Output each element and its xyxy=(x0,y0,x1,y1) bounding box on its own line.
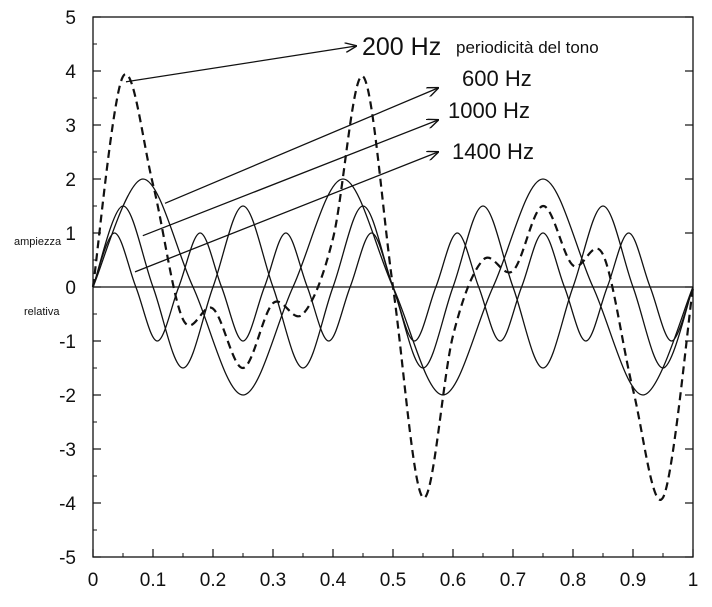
series-line-200hz xyxy=(91,73,695,501)
annotations: 200 Hz periodicità del tono 600 Hz 1000 Hz 1… xyxy=(125,33,599,273)
y-tick-label: 1 xyxy=(65,224,76,245)
labels: ampiezza relativa xyxy=(14,236,62,318)
x-tick-label: 0.6 xyxy=(440,570,466,591)
y-tick-label: 2 xyxy=(65,170,76,191)
annotation-label-0: 200 Hz xyxy=(362,33,441,61)
x-tick-label: 0.2 xyxy=(200,570,226,591)
y-tick-label: -3 xyxy=(59,440,76,461)
annotation-label-3: 1400 Hz xyxy=(452,139,534,164)
y-axis-label-line-1: ampiezza xyxy=(14,236,62,248)
annotation-label-1: 600 Hz xyxy=(462,66,532,91)
y-tick-label: -1 xyxy=(59,332,76,353)
annotation-arrow-2 xyxy=(142,120,438,237)
x-tick-label: 0.9 xyxy=(620,570,646,591)
annotation-label-2: 1000 Hz xyxy=(448,98,530,123)
y-tick-label: -5 xyxy=(59,548,76,569)
series-group xyxy=(91,73,695,501)
y-axis-label-line-2: relativa xyxy=(24,306,60,318)
x-tick-label: 0.3 xyxy=(260,570,286,591)
annotation-arrow-3 xyxy=(134,152,438,273)
y-tick-label: 4 xyxy=(65,62,76,83)
y-tick-label: -2 xyxy=(59,386,76,407)
x-tick-label: 0.4 xyxy=(320,570,347,591)
y-tick-label: 0 xyxy=(65,278,76,299)
y-tick-label: 3 xyxy=(65,116,76,137)
x-tick-label: 0.1 xyxy=(140,570,166,591)
x-tick-label: 0.8 xyxy=(560,570,586,591)
y-tick-label: 5 xyxy=(65,8,76,29)
x-tick-label: 0.5 xyxy=(380,570,406,591)
x-tick-label: 0 xyxy=(88,570,99,591)
x-tick-label: 0.7 xyxy=(500,570,526,591)
x-tick-label: 1 xyxy=(688,570,699,591)
annotation-arrow-0 xyxy=(125,46,356,83)
y-tick-label: -4 xyxy=(59,494,76,515)
annotation-suffix: periodicità del tono xyxy=(456,38,599,57)
annotation-arrow-1 xyxy=(164,88,438,204)
